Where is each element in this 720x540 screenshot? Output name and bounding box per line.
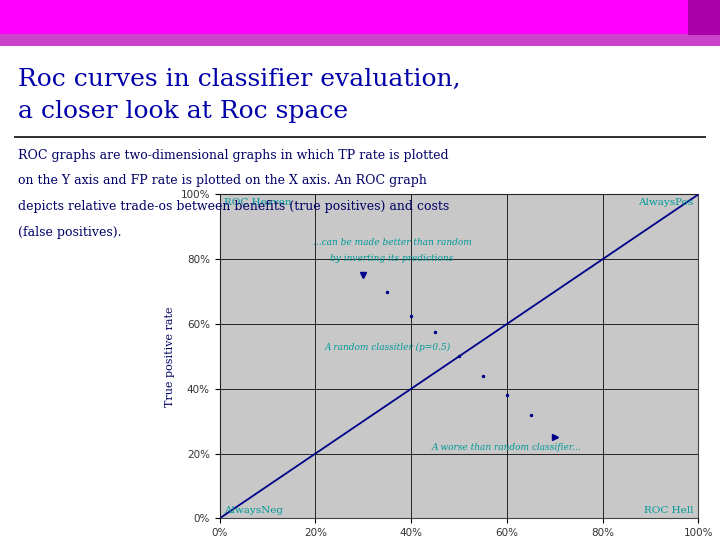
Text: ROC Hell: ROC Hell — [644, 506, 693, 515]
Text: ...can be made better than random: ...can be made better than random — [312, 238, 472, 247]
Text: (false positives).: (false positives). — [18, 226, 122, 239]
Text: ROC Heaven: ROC Heaven — [225, 198, 292, 207]
Text: A random classitler (p=0.5): A random classitler (p=0.5) — [325, 343, 451, 352]
Text: AlwaysNeg: AlwaysNeg — [225, 506, 284, 515]
Text: on the Y axis and FP rate is plotted on the X axis. An ROC graph: on the Y axis and FP rate is plotted on … — [18, 174, 427, 187]
Text: A worse than random classifier...: A worse than random classifier... — [432, 443, 582, 453]
Text: by inverting its predictions: by inverting its predictions — [330, 254, 454, 263]
Text: ROC graphs are two-dimensional graphs in which TP rate is plotted: ROC graphs are two-dimensional graphs in… — [18, 148, 449, 161]
Text: Roc curves in classifier evaluation,: Roc curves in classifier evaluation, — [18, 68, 461, 91]
Text: depicts relative trade-os between benefits (true positives) and costs: depicts relative trade-os between benefi… — [18, 200, 449, 213]
Text: a closer look at Roc space: a closer look at Roc space — [18, 100, 348, 123]
Y-axis label: True positive rate: True positive rate — [165, 306, 175, 407]
Text: AlwaysPos: AlwaysPos — [639, 198, 693, 207]
